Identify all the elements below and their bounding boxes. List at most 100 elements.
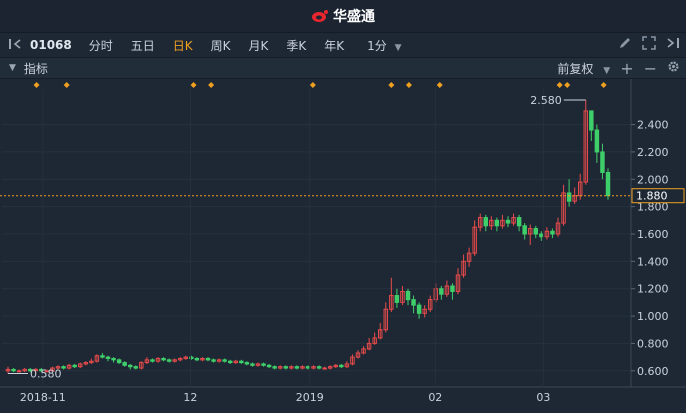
candle-body bbox=[528, 228, 533, 235]
candle-body bbox=[283, 366, 288, 369]
candle-body bbox=[172, 359, 177, 362]
candle-body bbox=[50, 367, 55, 372]
candle-body bbox=[605, 171, 611, 197]
candle-body bbox=[233, 360, 239, 364]
x-tick-label: 2019 bbox=[296, 391, 324, 404]
candle-body bbox=[61, 366, 66, 369]
candle-body bbox=[83, 362, 89, 365]
indicator-button[interactable]: 指标 bbox=[23, 61, 48, 76]
fullscreen-icon[interactable] bbox=[642, 36, 656, 54]
candle-body bbox=[361, 348, 366, 354]
tab-period-2[interactable]: 日K bbox=[172, 38, 193, 53]
candle-body bbox=[322, 367, 327, 370]
expand-left-icon[interactable] bbox=[0, 38, 26, 53]
candle-body bbox=[44, 370, 50, 373]
candle-body bbox=[478, 217, 483, 228]
event-marker-icon bbox=[190, 82, 197, 88]
kline-chart[interactable]: 2.400 2.200 2.000 1.800 1.600 1.400 1.200 1.000… bbox=[0, 79, 686, 409]
tab-period-3[interactable]: 周K bbox=[210, 38, 231, 53]
candle-body bbox=[183, 356, 189, 359]
gear-icon[interactable] bbox=[667, 60, 680, 76]
minus-icon[interactable]: − bbox=[643, 58, 657, 78]
tab-period-5[interactable]: 季K bbox=[286, 38, 307, 53]
plus-icon[interactable]: + bbox=[620, 58, 634, 78]
candle-body bbox=[239, 360, 244, 364]
candle-body bbox=[355, 352, 361, 358]
candle-body bbox=[466, 252, 472, 262]
candle-body bbox=[166, 359, 172, 362]
candle-body bbox=[266, 364, 272, 368]
current-price-box bbox=[631, 188, 685, 204]
app-title: 华盛通 bbox=[333, 9, 375, 25]
stock-code: 01068 bbox=[30, 38, 72, 52]
y-tick-label: 1.600 bbox=[637, 228, 669, 241]
interval-label: 1分 bbox=[367, 38, 387, 53]
candle-body bbox=[289, 366, 294, 369]
tab-period-6[interactable]: 年K bbox=[324, 38, 345, 53]
tab-period-0[interactable]: 分时 bbox=[88, 38, 113, 53]
title-bar: 华盛通 bbox=[0, 0, 686, 33]
candle-body bbox=[505, 219, 511, 224]
candle-body bbox=[522, 225, 527, 235]
candle-body bbox=[394, 295, 400, 303]
candle-body bbox=[483, 217, 488, 227]
candle-body bbox=[583, 110, 588, 183]
candle-body bbox=[516, 217, 522, 227]
candle-body bbox=[555, 222, 561, 235]
candle-body bbox=[200, 357, 205, 361]
candle-body bbox=[561, 192, 566, 224]
candle-body bbox=[344, 363, 350, 368]
pencil-icon[interactable] bbox=[618, 36, 632, 54]
collapse-icon[interactable]: ▼ bbox=[9, 63, 16, 73]
candle-body bbox=[194, 357, 200, 361]
expand-right-icon[interactable] bbox=[666, 37, 680, 53]
y-tick-label: 0.600 bbox=[637, 365, 669, 378]
candle-body bbox=[72, 364, 77, 368]
y-tick-label: 0.800 bbox=[637, 337, 669, 350]
candle-body bbox=[189, 356, 194, 359]
candle-body bbox=[122, 362, 127, 366]
candle-body bbox=[405, 290, 411, 301]
period-tabs: 分时 五日 日K 周K 月K 季K 年K bbox=[80, 37, 353, 54]
candle-body bbox=[589, 110, 594, 131]
tab-period-1[interactable]: 五日 bbox=[130, 38, 155, 53]
event-marker-icon bbox=[600, 82, 607, 88]
event-marker-icon bbox=[436, 82, 443, 88]
tab-period-4[interactable]: 月K bbox=[248, 38, 269, 53]
candle-body bbox=[250, 363, 255, 366]
candle-body bbox=[94, 355, 100, 362]
candle-body bbox=[216, 359, 222, 362]
x-tick-label: 03 bbox=[536, 391, 550, 404]
candle-body bbox=[544, 230, 550, 238]
candle-body bbox=[333, 364, 338, 368]
candle-body bbox=[5, 368, 11, 372]
candle-body bbox=[411, 299, 416, 306]
candle-body bbox=[222, 359, 227, 362]
candle-body bbox=[22, 368, 27, 372]
candle-body bbox=[28, 368, 33, 372]
candle-body bbox=[316, 366, 322, 369]
app-logo: 华盛通 bbox=[311, 6, 375, 26]
interval-select[interactable]: 1分 ▼ bbox=[353, 37, 410, 54]
candle-body bbox=[89, 360, 94, 364]
candle-body bbox=[339, 364, 344, 368]
candle-body bbox=[328, 366, 333, 369]
candle-body bbox=[455, 274, 461, 292]
candle-body bbox=[161, 357, 166, 361]
chevron-down-icon: ▼ bbox=[394, 42, 402, 53]
candle-body bbox=[383, 308, 388, 331]
chevron-down-icon: ▼ bbox=[603, 65, 611, 76]
candle-body bbox=[11, 368, 16, 372]
adjust-select[interactable]: 前复权 ▼ bbox=[557, 60, 610, 77]
kline-svg[interactable]: 2.400 2.200 2.000 1.800 1.600 1.400 1.200 1.000… bbox=[0, 79, 686, 409]
candle-body bbox=[444, 285, 450, 295]
indicator-bar: ▼ 指标 前复权 ▼ + − bbox=[0, 58, 686, 79]
candle-body bbox=[211, 359, 216, 362]
x-tick-label: 12 bbox=[183, 391, 197, 404]
candle-body bbox=[422, 308, 427, 314]
x-tick-label: 2018-11 bbox=[20, 391, 66, 404]
high-price-label: 2.580 bbox=[530, 94, 562, 107]
event-marker-icon bbox=[208, 82, 215, 88]
candle-body bbox=[228, 360, 233, 364]
candle-body bbox=[139, 362, 144, 369]
